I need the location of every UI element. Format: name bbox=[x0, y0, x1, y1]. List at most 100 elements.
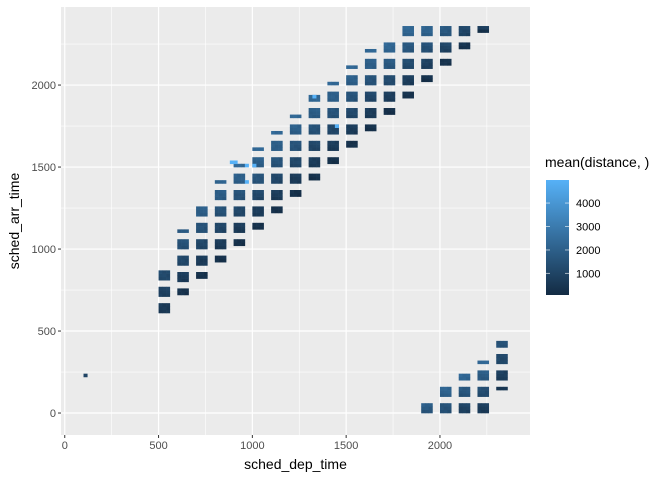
heatmap-cell bbox=[484, 373, 490, 378]
heatmap-cell bbox=[383, 48, 388, 53]
heatmap-cell bbox=[327, 144, 332, 148]
heatmap-cell bbox=[364, 94, 369, 99]
heatmap-cell bbox=[162, 303, 167, 307]
heatmap-cell bbox=[259, 206, 264, 210]
heatmap-cell bbox=[278, 193, 283, 197]
heatmap-cell bbox=[353, 124, 358, 128]
heatmap-cell bbox=[214, 239, 219, 243]
heatmap-cell bbox=[278, 173, 283, 178]
heatmap-cell bbox=[293, 114, 298, 119]
heatmap-cell bbox=[462, 409, 467, 414]
heatmap-cell bbox=[402, 65, 407, 69]
heatmap-cell bbox=[312, 140, 317, 145]
heatmap-cell bbox=[177, 255, 182, 260]
heatmap-cell bbox=[447, 393, 452, 397]
heatmap-cell bbox=[353, 78, 358, 83]
heatmap-cell bbox=[158, 290, 163, 294]
heatmap-cell bbox=[496, 340, 501, 345]
heatmap-cell bbox=[252, 209, 257, 214]
heatmap-cell bbox=[406, 26, 411, 30]
heatmap-cell bbox=[327, 140, 332, 145]
heatmap-cell bbox=[383, 58, 388, 63]
heatmap-cell bbox=[196, 209, 201, 214]
heatmap-cell bbox=[391, 48, 396, 53]
heatmap-cell bbox=[289, 180, 294, 184]
heatmap-cell bbox=[372, 65, 377, 69]
heatmap-cell bbox=[481, 390, 486, 394]
heatmap-cell bbox=[278, 157, 283, 161]
heatmap-cell bbox=[203, 229, 208, 233]
heatmap-cell bbox=[458, 29, 463, 33]
heatmap-cell bbox=[222, 226, 227, 230]
heatmap-cell bbox=[349, 65, 354, 69]
heatmap-cell bbox=[312, 94, 317, 99]
heatmap-cell bbox=[252, 226, 257, 230]
heatmap-cell bbox=[421, 42, 426, 47]
heatmap-cell bbox=[364, 111, 369, 115]
heatmap-cell bbox=[184, 255, 189, 260]
heatmap-cell bbox=[166, 286, 171, 291]
heatmap-cell bbox=[334, 94, 339, 99]
heatmap-cell bbox=[484, 390, 490, 394]
heatmap-cell bbox=[297, 130, 302, 135]
heatmap-cell bbox=[334, 91, 339, 96]
heatmap-cell bbox=[334, 114, 339, 119]
heatmap-cell bbox=[424, 65, 429, 69]
heatmap-cell bbox=[222, 222, 227, 227]
heatmap-cell bbox=[166, 306, 171, 311]
heatmap-cell bbox=[237, 163, 242, 168]
heatmap-cell bbox=[424, 62, 429, 66]
heatmap-cell bbox=[327, 157, 332, 161]
heatmap-cell bbox=[293, 176, 298, 181]
heatmap-cell bbox=[203, 255, 208, 260]
heatmap-cell bbox=[409, 42, 414, 47]
heatmap-cell bbox=[252, 173, 257, 178]
heatmap-cell bbox=[462, 393, 467, 397]
heatmap-cell bbox=[372, 48, 377, 53]
heatmap-cell bbox=[421, 32, 426, 37]
heatmap-cell bbox=[364, 75, 369, 79]
heatmap-cell bbox=[334, 111, 339, 115]
heatmap-cell bbox=[308, 147, 313, 151]
heatmap-cell bbox=[166, 273, 171, 278]
heatmap-cell bbox=[293, 127, 298, 132]
heatmap-cell bbox=[409, 78, 414, 83]
heatmap-cell bbox=[289, 124, 294, 128]
heatmap-cell bbox=[391, 58, 396, 63]
heatmap-cell bbox=[297, 147, 302, 151]
heatmap-cell bbox=[316, 127, 321, 132]
heatmap-cell bbox=[233, 226, 238, 230]
heatmap-cell bbox=[271, 144, 276, 148]
heatmap-cell bbox=[484, 26, 490, 30]
heatmap-cell bbox=[458, 406, 463, 411]
heatmap-cell bbox=[241, 209, 246, 214]
heatmap-cell bbox=[447, 62, 452, 66]
heatmap-cell bbox=[252, 222, 257, 227]
heatmap-cell bbox=[271, 163, 276, 168]
heatmap-cell bbox=[166, 270, 171, 274]
heatmap-cell bbox=[316, 140, 321, 145]
heatmap-cell bbox=[387, 108, 392, 112]
heatmap-cell bbox=[252, 176, 257, 181]
heatmap-cell bbox=[499, 373, 505, 378]
heatmap-cell bbox=[402, 48, 407, 53]
heatmap-cells bbox=[83, 26, 508, 414]
heatmap-cell bbox=[383, 111, 388, 115]
heatmap-cell bbox=[233, 196, 238, 201]
heatmap-cell bbox=[383, 62, 388, 66]
heatmap-cell bbox=[406, 58, 411, 63]
heatmap-cell bbox=[391, 81, 396, 86]
heatmap-cell bbox=[289, 127, 294, 132]
heatmap-cell bbox=[428, 75, 433, 79]
heatmap-cell bbox=[499, 360, 505, 365]
heatmap-cell bbox=[402, 29, 407, 33]
heatmap-cell bbox=[274, 176, 279, 181]
heatmap-cell bbox=[447, 409, 452, 414]
heatmap-cell bbox=[203, 206, 208, 210]
heatmap-cell bbox=[252, 180, 257, 184]
heatmap-cell bbox=[496, 386, 501, 391]
heatmap-cell bbox=[256, 157, 261, 161]
heatmap-cell bbox=[346, 94, 351, 99]
heatmap-cell bbox=[252, 206, 257, 210]
heatmap-cell bbox=[293, 130, 298, 135]
